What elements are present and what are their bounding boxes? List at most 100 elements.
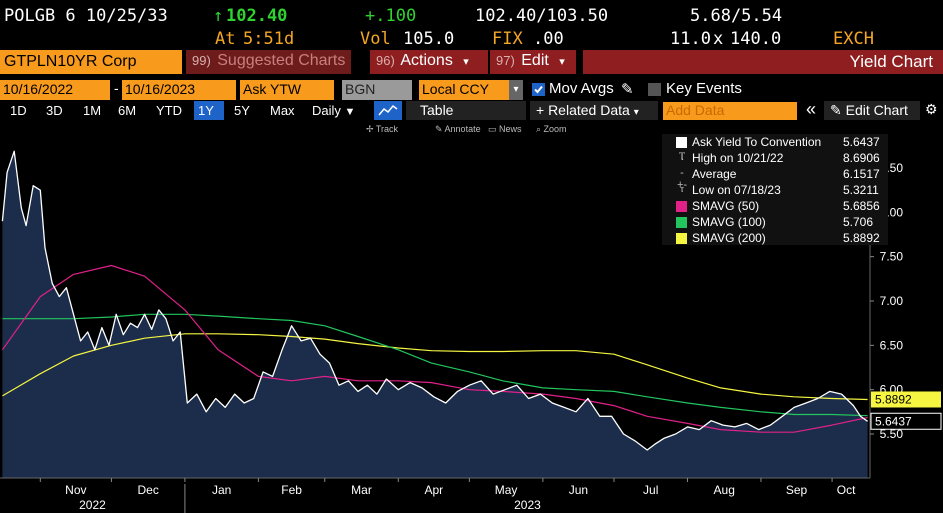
fix-label: FIX bbox=[492, 29, 523, 49]
edit-chart-button[interactable]: ✎ Edit Chart bbox=[824, 101, 920, 120]
period-1y[interactable]: 1Y bbox=[194, 101, 224, 120]
date-range-dash: - bbox=[114, 80, 119, 96]
x-tick-label: Feb bbox=[281, 483, 302, 497]
track-label: Track bbox=[375, 124, 399, 134]
suggested-charts-button[interactable]: 99) Suggested Charts bbox=[186, 50, 352, 74]
legend-label-price: Ask Yield To Convention bbox=[692, 135, 822, 149]
exchange-label: EXCH bbox=[833, 29, 874, 49]
legend-row-low: ⲧ Low on 07/18/23 5.3211 bbox=[662, 182, 888, 198]
period-1d[interactable]: 1D bbox=[10, 103, 27, 118]
sma50-line bbox=[1, 264, 868, 433]
x-tick-label: Dec bbox=[137, 483, 158, 497]
price-change: +.100 bbox=[365, 6, 417, 26]
frequency-caret-icon: ▼ bbox=[344, 106, 356, 118]
currency-dropdown-icon[interactable]: ▾ bbox=[509, 80, 523, 100]
x-year-label: 2022 bbox=[79, 498, 106, 512]
legend-row-average: -+- Average 6.1517 bbox=[662, 166, 888, 191]
track-tool[interactable]: ✢ Track bbox=[366, 124, 399, 134]
mov-avgs-pencil-icon[interactable]: ✎ bbox=[621, 81, 634, 98]
period-5y[interactable]: 5Y bbox=[234, 103, 250, 118]
x-tick-label: Sep bbox=[786, 483, 808, 497]
legend-row-sma100: SMAVG (100) 5.706 bbox=[662, 214, 888, 230]
time-label: At bbox=[215, 29, 236, 49]
zoom-label: Zoom bbox=[543, 124, 567, 134]
legend-row-sma200: SMAVG (200) 5.8892 bbox=[662, 230, 888, 246]
mov-avgs-checkbox[interactable] bbox=[532, 83, 545, 96]
actions-caret-icon: ▾ bbox=[463, 56, 469, 68]
edit-label: Edit bbox=[521, 52, 549, 69]
edit-button[interactable]: 97) Edit ▾ bbox=[490, 50, 576, 74]
actions-number: 96) bbox=[376, 53, 395, 68]
table-button[interactable]: Table bbox=[406, 101, 526, 120]
legend-label-sma200: SMAVG (200) bbox=[692, 231, 766, 245]
last-price: 102.40 bbox=[226, 6, 288, 26]
legend-swatch-sma100 bbox=[676, 217, 687, 228]
price-line bbox=[1, 150, 868, 451]
legend-value-high: 8.6906 bbox=[843, 151, 880, 165]
actions-label: Actions bbox=[400, 52, 453, 69]
page-title: Yield Chart bbox=[583, 50, 943, 74]
suggested-charts-number: 99) bbox=[192, 53, 211, 68]
security-name: POLGB 6 10/25/33 bbox=[4, 6, 168, 26]
price-up-arrow-icon: ↑ bbox=[213, 6, 224, 26]
actions-button[interactable]: 96) Actions ▾ bbox=[370, 50, 488, 74]
legend-value-average: 6.1517 bbox=[843, 167, 880, 181]
period-max[interactable]: Max bbox=[270, 103, 295, 118]
average-marker-icon: -+- bbox=[676, 167, 688, 191]
x-tick-label: Oct bbox=[837, 483, 856, 497]
period-3d[interactable]: 3D bbox=[46, 103, 63, 118]
legend-label-low: Low on 07/18/23 bbox=[692, 183, 781, 197]
legend-value-sma50: 5.6856 bbox=[843, 199, 880, 213]
x-year-label: 2023 bbox=[514, 498, 541, 512]
key-events-label[interactable]: Key Events bbox=[666, 80, 742, 97]
period-6m[interactable]: 6M bbox=[118, 103, 137, 118]
last-value-tags: 5.8892 5.6437 bbox=[870, 391, 942, 430]
y-tick-label: 6.50 bbox=[880, 338, 904, 352]
sma200-last-value: 5.8892 bbox=[875, 392, 912, 406]
annotate-tool[interactable]: ✎ Annotate bbox=[435, 124, 481, 134]
legend-label-average: Average bbox=[692, 167, 737, 181]
legend-value-low: 5.3211 bbox=[843, 183, 879, 197]
chart-type-icon[interactable] bbox=[374, 101, 402, 120]
edit-caret-icon: ▾ bbox=[559, 56, 565, 68]
command-bar: GTPLN10YR Corp 99) Suggested Charts 96) … bbox=[0, 50, 943, 74]
x-tick-label: Mar bbox=[351, 483, 372, 497]
news-tool[interactable]: ▭ News bbox=[488, 124, 522, 134]
volume-label: Vol bbox=[360, 29, 391, 49]
sma200-line bbox=[2, 333, 868, 401]
size-left: 11.0 bbox=[670, 29, 711, 49]
legend-row-high: Ⲧ High on 10/21/22 8.6906 bbox=[662, 150, 888, 166]
suggested-charts-label: Suggested Charts bbox=[217, 52, 346, 69]
legend-value-sma200: 5.8892 bbox=[843, 231, 880, 245]
frequency-select[interactable]: Daily ▼ bbox=[308, 101, 359, 120]
legend-row-price: Ask Yield To Convention 5.6437 bbox=[662, 134, 888, 150]
x-tick-label: Nov bbox=[65, 483, 86, 497]
y-tick-label: 7.00 bbox=[880, 294, 904, 308]
key-events-checkbox[interactable] bbox=[648, 83, 661, 96]
period-1m[interactable]: 1M bbox=[83, 103, 102, 118]
related-data-button[interactable]: + Related Data ▾ bbox=[530, 101, 658, 120]
x-tick-label: May bbox=[495, 483, 518, 497]
legend-row-sma50: SMAVG (50) 5.6856 bbox=[662, 198, 888, 214]
start-date-field[interactable]: 10/16/2022 bbox=[0, 80, 110, 100]
ticker-field[interactable]: GTPLN10YR Corp bbox=[0, 50, 182, 74]
yield-field-select[interactable]: Ask YTW bbox=[240, 80, 334, 100]
legend-swatch-price bbox=[676, 137, 687, 148]
currency-select[interactable]: Local CCY bbox=[419, 80, 509, 100]
add-data-input[interactable]: Add Data bbox=[663, 102, 797, 120]
collapse-icon[interactable]: « bbox=[806, 99, 817, 119]
zoom-tool[interactable]: ⌕ Zoom bbox=[536, 124, 567, 134]
time-value: 5:51d bbox=[243, 29, 295, 49]
x-tick-label: Jul bbox=[643, 483, 658, 497]
pricing-source-field[interactable]: BGN bbox=[342, 80, 412, 100]
size-right: 140.0 bbox=[730, 29, 782, 49]
period-ytd[interactable]: YTD bbox=[156, 103, 182, 118]
period-bar: 1D 3D 1M 6M YTD 1Y 5Y Max Daily ▼ Table … bbox=[0, 99, 943, 121]
high-marker-icon: Ⲧ bbox=[678, 151, 686, 163]
price-last-value: 5.6437 bbox=[875, 414, 912, 428]
end-date-field[interactable]: 10/16/2023 bbox=[122, 80, 236, 100]
mov-avgs-label[interactable]: Mov Avgs bbox=[549, 80, 614, 97]
annotate-label: Annotate bbox=[444, 124, 481, 134]
settings-gear-icon[interactable]: ⚙ bbox=[925, 101, 938, 117]
chart-legend[interactable]: Ask Yield To Convention 5.6437 Ⲧ High on… bbox=[662, 134, 888, 245]
